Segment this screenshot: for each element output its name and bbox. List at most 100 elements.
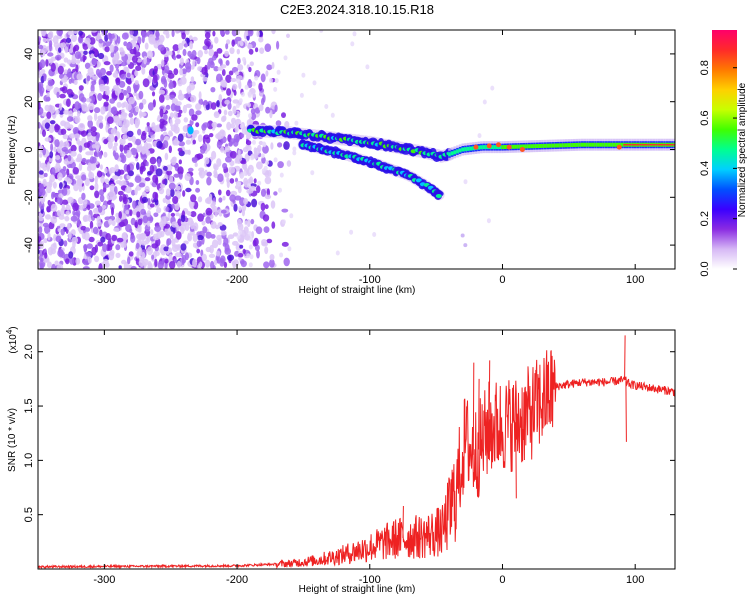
spectrogram-noise-blob — [89, 150, 94, 156]
spectrogram-noise-blob — [89, 185, 95, 191]
spectrogram-noise-blob — [197, 196, 203, 203]
spectrogram-noise-blob — [171, 221, 179, 228]
spectrogram-noise-blob — [121, 124, 128, 134]
spectrogram-noise-blob — [72, 167, 80, 175]
spectrogram-noise-blob — [201, 253, 207, 262]
spectrogram-noise-blob — [110, 52, 115, 58]
spectrogram-noise-blob — [72, 127, 80, 135]
spectrogram-noise-blob — [266, 238, 273, 244]
spectrogram-noise-blob — [214, 36, 219, 44]
spectrogram-haze — [278, 187, 282, 193]
tone-core — [559, 143, 563, 148]
spectrogram-noise-blob — [204, 259, 211, 268]
spectrogram-noise-blob — [139, 166, 144, 175]
tone-core — [588, 142, 592, 147]
spectrogram-noise-blob — [189, 40, 194, 50]
spectrogram-noise-blob — [149, 164, 155, 174]
tone-core — [495, 145, 499, 150]
spectrogram-noise-blob — [187, 149, 191, 156]
tone-peak — [673, 143, 675, 146]
spectrogram-noise-blob — [82, 216, 88, 222]
spectrogram-noise-blob — [99, 189, 105, 196]
spectrogram-noise-blob — [173, 55, 177, 61]
spectrogram-noise-blob — [271, 61, 275, 70]
spectrogram-haze — [236, 78, 241, 84]
spectrogram-noise-blob — [99, 164, 103, 170]
spectrogram-noise-blob — [122, 232, 127, 239]
spectrogram-haze — [289, 213, 294, 219]
spectrogram-y-ticks: -40 -20 0 20 40 — [23, 48, 675, 253]
spectrogram-noise-blob — [256, 185, 261, 194]
tone-core — [519, 144, 523, 149]
spectrogram-noise-blob — [165, 32, 170, 39]
spectrogram-noise-blob — [179, 57, 184, 66]
spectrogram-noise-blob — [38, 111, 42, 116]
spectrogram-haze — [240, 91, 245, 97]
spectrogram-noise-blob — [226, 177, 230, 184]
spectrogram-noise-blob — [261, 156, 266, 164]
spectrogram-noise-blob — [160, 75, 167, 85]
spectrogram-noise-blob — [141, 196, 148, 203]
spectrogram-noise-blob — [172, 196, 179, 204]
spectrogram-noise-blob — [264, 204, 269, 210]
spectrogram-noise-blob — [94, 141, 101, 150]
spectrogram-noise-blob — [169, 261, 176, 269]
spectrogram-noise-blob — [127, 256, 131, 265]
snr-y-label: SNR (10 * v/v) — [7, 408, 18, 472]
spectrogram-noise-blob — [168, 145, 172, 154]
spectrogram-noise-blob — [76, 138, 80, 145]
spectrogram-noise-blob — [68, 78, 73, 84]
spectrogram-noise-blob — [72, 30, 79, 34]
spectrogram-haze — [463, 179, 468, 185]
spectrogram-noise-blob — [78, 85, 84, 91]
spectrogram-noise-blob — [59, 182, 63, 190]
spectrogram-noise-blob — [40, 30, 47, 37]
spectrogram-noise-blob — [171, 203, 175, 209]
spectrogram-noise-blob — [56, 197, 63, 205]
spectrogram-noise-blob — [94, 255, 100, 263]
spectrogram-noise-blob — [77, 54, 81, 59]
spectrogram-noise-blob — [109, 167, 116, 174]
spectrogram-noise-blob — [234, 195, 242, 201]
spectrogram-noise-blob — [56, 91, 60, 99]
spectrogram-noise-blob — [243, 226, 249, 235]
spectrogram-haze — [265, 160, 269, 166]
spectrogram-faint-dot — [460, 233, 465, 238]
spectrogram-noise-blob — [162, 179, 166, 185]
tone-core — [557, 143, 560, 148]
spectrogram-noise-blob — [249, 61, 254, 67]
spectrogram-noise-blob — [133, 85, 138, 94]
spectrogram-noise-blob — [149, 156, 157, 165]
spectrogram-noise-blob — [176, 224, 180, 232]
spectrogram-noise-blob — [162, 197, 167, 204]
spectrogram-noise-blob — [128, 251, 134, 257]
spectrogram-noise-blob — [145, 237, 150, 245]
spectrogram-noise-blob — [228, 70, 234, 76]
spectrogram-noise-blob — [169, 79, 173, 88]
spectrogram-noise-blob — [97, 52, 105, 60]
spectrogram-noise-blob — [58, 30, 63, 37]
spectrogram-noise-blob — [116, 101, 122, 108]
spectrogram-noise-blob — [192, 59, 196, 67]
spectrogram-noise-blob — [87, 120, 93, 128]
spectrogram-noise-blob — [126, 78, 132, 85]
spectrogram-noise-blob — [109, 98, 116, 104]
spectrogram-noise-blob — [39, 262, 44, 269]
spectrogram-haze — [247, 231, 252, 237]
spectrogram-noise-blob — [70, 58, 77, 65]
spectrogram-noise-blob — [174, 252, 182, 258]
snr-y-ticks: 0.5 1.0 1.5 2.0 — [23, 344, 675, 522]
spectrogram-noise-blob — [44, 122, 50, 129]
tone-red-dot — [519, 147, 525, 152]
spectrogram-noise-blob — [183, 117, 188, 123]
spectrogram-noise-blob — [104, 167, 108, 174]
spectrogram-noise-blob — [213, 259, 218, 266]
spectrogram-noise-blob — [53, 41, 60, 48]
spectrogram-haze — [490, 85, 495, 91]
spectrogram-noise-blob — [183, 43, 188, 48]
spectrogram-noise-blob — [177, 147, 183, 152]
spectrogram-noise-blob — [162, 139, 169, 149]
y-tick-label: 1.5 — [23, 398, 35, 413]
spectrogram-noise-blob — [104, 34, 109, 42]
spectrogram-noise-blob — [157, 158, 161, 168]
